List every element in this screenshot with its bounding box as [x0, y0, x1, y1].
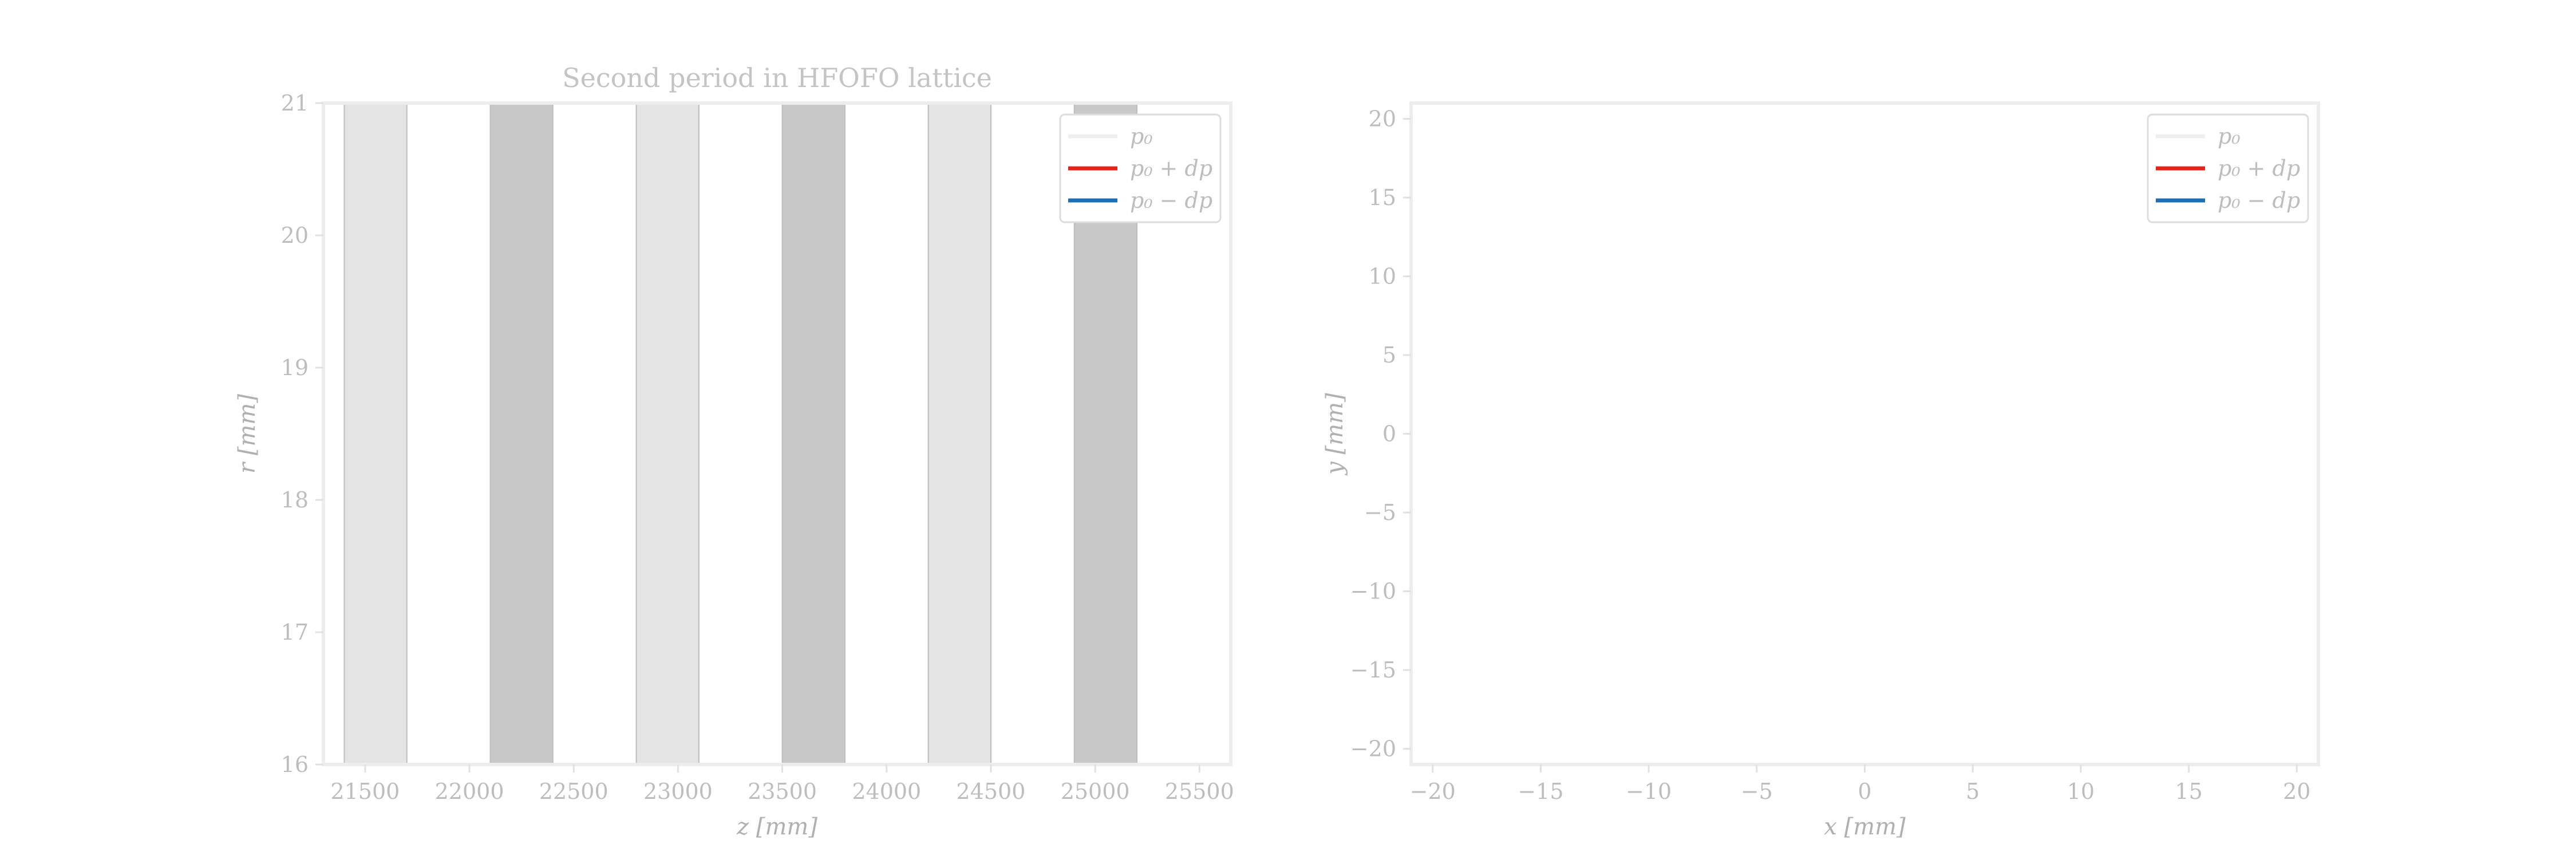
y-tick-label: 19 [281, 355, 309, 380]
x-tick-label: −5 [1741, 779, 1773, 804]
legend-label: p₀ − dp [2218, 188, 2300, 213]
x-tick-label: −10 [1626, 779, 1672, 804]
magnet-band [343, 103, 408, 765]
legend-box [2147, 113, 2309, 223]
legend-label: p₀ [2218, 124, 2241, 149]
y-tick-label: 20 [1369, 107, 1396, 132]
x-tick-label: 20 [2283, 779, 2310, 804]
x-axis-label: x [mm] [1824, 814, 1906, 840]
y-tick-label: −20 [1350, 736, 1396, 762]
x-tick-label: 15 [2175, 779, 2202, 804]
chart-title: Second period in HFOFO lattice [562, 62, 992, 93]
magnet-band [781, 103, 846, 765]
x-tick-label: 25500 [1165, 779, 1234, 804]
x-tick-label: 5 [1966, 779, 1980, 804]
legend-label: p₀ + dp [2218, 156, 2300, 181]
y-axis-label: r [mm] [234, 394, 260, 474]
y-tick-label: 21 [281, 90, 309, 116]
x-tick-label: 24500 [957, 779, 1026, 804]
x-tick-label: 23000 [643, 779, 713, 804]
magnet-band [489, 103, 554, 765]
y-tick-label: 15 [1369, 185, 1396, 210]
x-tick-label: 21500 [330, 779, 400, 804]
chart-panel-1: 21500 22000 22500 23000 23500 24000 24500 25000… [234, 62, 1234, 840]
y-tick-label: 20 [281, 223, 309, 248]
x-tick-label: 22500 [539, 779, 609, 804]
y-tick-label: 18 [281, 487, 309, 513]
y-tick-label: 5 [1382, 342, 1396, 368]
x-tick-label: 23500 [748, 779, 817, 804]
y-tick-label: 16 [281, 752, 309, 777]
legend: p₀ p₀ + dp p₀ − dp [1059, 113, 1222, 223]
legend-label: p₀ [1130, 124, 1153, 149]
x-tick-label: −15 [1518, 779, 1563, 804]
x-tick-label: 22000 [435, 779, 504, 804]
legend-box [1059, 113, 1222, 223]
x-tick-label: −20 [1410, 779, 1456, 804]
legend-label: p₀ − dp [1130, 188, 1212, 213]
magnet-band [927, 103, 991, 765]
x-tick-label: 25000 [1061, 779, 1130, 804]
y-tick-label: 0 [1382, 421, 1396, 447]
y-tick-label: −10 [1350, 579, 1396, 604]
plot-area-frame [322, 101, 1232, 766]
chart-panel-2: −20 −15 −10 −5 0 5 10 15 20 −20 −15 −10 −5 0 5 10 15 20 x … [1322, 101, 2320, 840]
y-tick-label: −5 [1364, 500, 1396, 525]
x-axis-label: z [mm] [736, 814, 817, 840]
magnet-band [635, 103, 700, 765]
y-tick-label: 17 [281, 620, 309, 645]
y-axis-label: y [mm] [1322, 393, 1348, 476]
y-tick-label: 10 [1369, 264, 1396, 289]
legend-label: p₀ + dp [1130, 156, 1212, 181]
legend: p₀ p₀ + dp p₀ − dp [2147, 113, 2309, 223]
x-tick-label: 0 [1858, 779, 1871, 804]
y-tick-label: −15 [1350, 657, 1396, 683]
x-tick-label: 10 [2067, 779, 2095, 804]
x-tick-label: 24000 [852, 779, 921, 804]
